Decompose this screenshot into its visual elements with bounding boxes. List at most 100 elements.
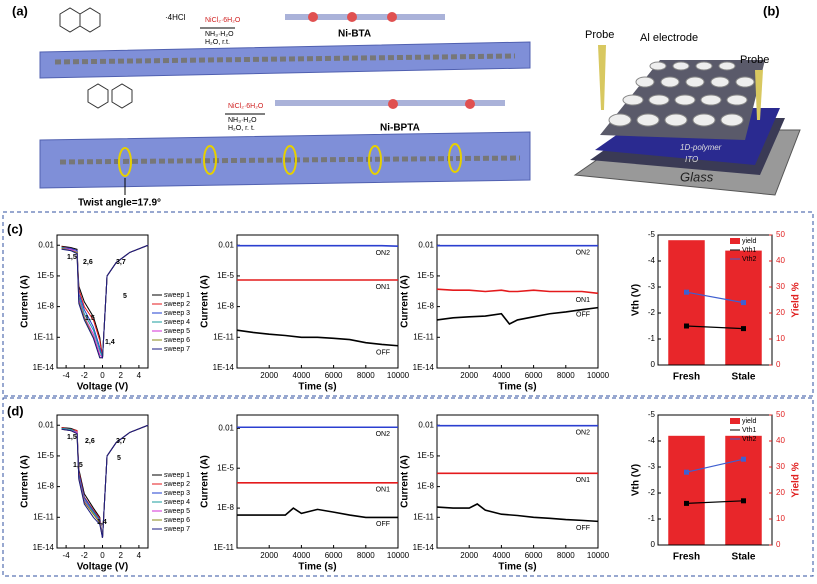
annotation: 1,5	[67, 254, 77, 261]
y-tick-label: 0	[651, 360, 656, 369]
y-tick-label: -3	[648, 462, 656, 471]
annotation: 3,7	[116, 259, 126, 266]
y-tick-label: 1E-8	[37, 302, 54, 311]
annotation: 3,7	[116, 438, 126, 445]
legend-label: Vth1	[742, 427, 757, 434]
x-tick-label: 10000	[587, 551, 610, 560]
x-tick-label: 10000	[387, 371, 410, 380]
y-tick-label: -4	[648, 256, 656, 265]
y-tick-label: -2	[648, 488, 656, 497]
y-tick-label: 1E-14	[33, 363, 55, 372]
axis-title: Current (A)	[400, 455, 411, 508]
series-label: ON1	[376, 284, 391, 291]
plot-frame	[657, 414, 773, 546]
x-tick-label: 2	[118, 551, 123, 560]
y2-tick-label: 50	[776, 410, 785, 419]
series-label: ON1	[376, 487, 391, 494]
annotation: 2,6	[85, 438, 95, 445]
y-tick-label: 1E-11	[413, 512, 434, 521]
y2-tick-label: 30	[776, 282, 785, 291]
x-tick-label: Fresh	[673, 372, 700, 383]
x-tick-label: 4	[137, 551, 142, 560]
axis-title: Time (s)	[298, 382, 336, 393]
series-label: OFF	[576, 311, 590, 318]
series-line	[686, 500, 744, 504]
legend-label: sweep 3	[164, 310, 190, 317]
annotation: 1,5	[73, 462, 83, 469]
legend-label: sweep 1	[164, 292, 190, 299]
panel-label: (a)	[12, 3, 28, 18]
x-tick-label: 4	[137, 371, 142, 380]
legend-label: sweep 4	[164, 499, 190, 506]
axis-title: Current (A)	[200, 455, 211, 508]
series-line	[237, 507, 398, 519]
layer-label: 1D-polymer	[680, 143, 722, 152]
y-tick-label: 1E-14	[33, 543, 55, 552]
legend-swatch	[730, 238, 740, 244]
x-tick-label: 6000	[325, 371, 343, 380]
axis-title: Current (A)	[400, 275, 411, 328]
marker	[741, 456, 746, 462]
bar	[668, 435, 705, 545]
series-line	[61, 424, 149, 538]
series-line	[237, 244, 399, 248]
legend-label: yield	[742, 238, 757, 245]
x-tick-label: Stale	[732, 552, 756, 563]
y-tick-label: 0.01	[218, 423, 234, 432]
x-tick-label: 2000	[260, 551, 278, 560]
x-tick-label: 2	[118, 371, 123, 380]
y-tick-label: 1E-8	[217, 503, 234, 512]
x-tick-label: 4000	[293, 551, 311, 560]
annotation: 1,5	[85, 315, 95, 322]
layer-label: ITO	[685, 155, 698, 164]
reagent: ·4HCl	[165, 13, 186, 22]
reagent: NiCl₂·6H₂O	[228, 103, 264, 110]
marker	[684, 469, 689, 475]
series-line	[61, 244, 149, 359]
annotation: 5	[117, 455, 121, 462]
plot-frame	[657, 234, 773, 366]
series-line	[236, 329, 399, 347]
plot-frame	[436, 414, 599, 549]
panel-label: (d)	[7, 403, 24, 418]
legend-label: sweep 1	[164, 472, 190, 479]
x-tick-label: Stale	[732, 372, 756, 383]
plot-frame	[236, 234, 399, 369]
series-label: ON2	[576, 430, 591, 437]
legend-label: sweep 7	[164, 346, 190, 353]
panel-label: (c)	[7, 221, 23, 236]
annotation: 2,6	[83, 259, 93, 266]
legend-label: sweep 4	[164, 319, 190, 326]
legend-label: Vth2	[742, 436, 757, 443]
charts: 0.01 1E-5 1E-8 1E-11 1E-14 -4 -2 0 2 4 Voltage (V)…	[20, 230, 802, 573]
x-tick-label: 0	[100, 551, 105, 560]
y-tick-label: 1E-14	[413, 363, 435, 372]
legend-swatch	[730, 418, 740, 424]
annotation: 1,4	[97, 519, 107, 526]
reagent: H₂O, r.t.	[205, 39, 230, 46]
y-tick-label: 1E-11	[213, 543, 234, 552]
y-tick-label: 0	[651, 540, 656, 549]
axis-title: Time (s)	[298, 562, 336, 573]
series-line	[436, 306, 599, 326]
x-tick-label: -4	[63, 371, 71, 380]
x-tick-label: 4000	[293, 371, 311, 380]
label: Al electrode	[640, 32, 698, 44]
axis-title: Time (s)	[498, 562, 536, 573]
series-line	[686, 291, 744, 304]
axis-title: Voltage (V)	[77, 562, 128, 573]
y-tick-label: 1E-5	[417, 271, 434, 280]
y2-tick-label: 0	[776, 360, 781, 369]
y-tick-label: 1E-8	[417, 302, 434, 311]
legend-label: Vth1	[742, 247, 757, 254]
series-line	[436, 503, 599, 523]
axis-title: Yield %	[791, 282, 802, 317]
bar	[725, 435, 762, 545]
y-tick-label: 0.01	[418, 240, 434, 249]
axis-title: Current (A)	[20, 455, 31, 508]
x-tick-label: 2000	[460, 371, 478, 380]
x-tick-label: 8000	[357, 551, 375, 560]
series-label: OFF	[376, 350, 390, 357]
y-tick-label: 1E-5	[37, 271, 54, 280]
